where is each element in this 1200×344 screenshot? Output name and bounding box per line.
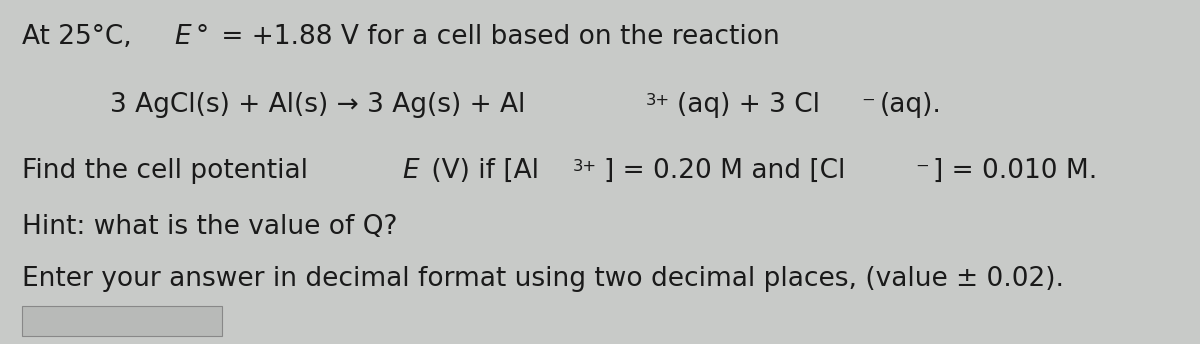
Text: = +1.88 V for a cell based on the reaction: = +1.88 V for a cell based on the reacti… xyxy=(212,24,780,50)
Text: 3+: 3+ xyxy=(646,93,670,108)
Text: Enter your answer in decimal format using two decimal places, (value ± 0.02).: Enter your answer in decimal format usin… xyxy=(22,266,1064,292)
Text: −: − xyxy=(916,159,929,174)
Text: At 25°C,: At 25°C, xyxy=(22,24,140,50)
Text: 3+: 3+ xyxy=(572,159,598,174)
Text: ] = 0.010 M.: ] = 0.010 M. xyxy=(934,158,1098,184)
Text: Find the cell potential: Find the cell potential xyxy=(22,158,317,184)
Text: E: E xyxy=(402,158,419,184)
Text: ] = 0.20 M and [Cl: ] = 0.20 M and [Cl xyxy=(604,158,846,184)
Text: 3 AgCl(s) + Al(s) → 3 Ag(s) + Al: 3 AgCl(s) + Al(s) → 3 Ag(s) + Al xyxy=(110,92,526,118)
Text: (aq).: (aq). xyxy=(880,92,941,118)
Text: Hint: what is the value of Q?: Hint: what is the value of Q? xyxy=(22,214,397,240)
Text: °: ° xyxy=(196,24,209,50)
Bar xyxy=(22,306,222,336)
Text: −: − xyxy=(862,93,875,108)
Text: E: E xyxy=(174,24,191,50)
Text: (V) if [Al: (V) if [Al xyxy=(424,158,539,184)
Text: (aq) + 3 Cl: (aq) + 3 Cl xyxy=(677,92,820,118)
